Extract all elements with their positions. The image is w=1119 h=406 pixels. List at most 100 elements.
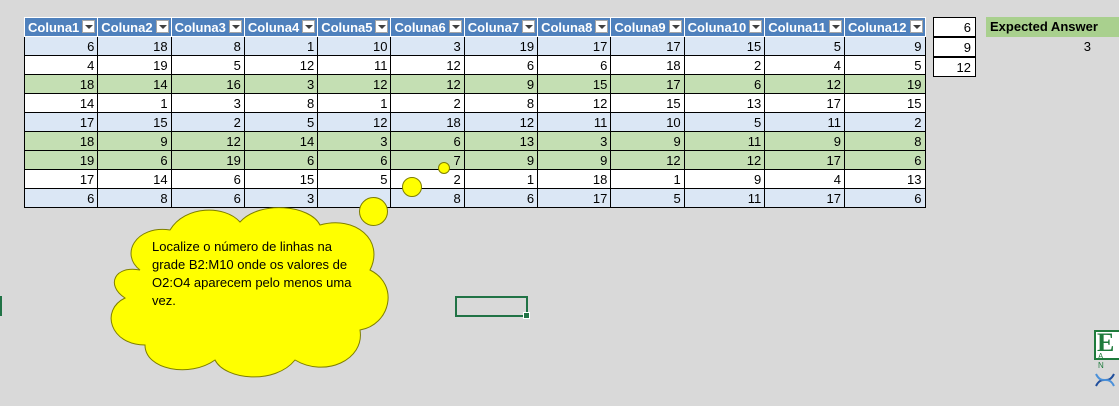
table-cell[interactable]: 15 [843, 93, 926, 113]
column-header-1[interactable]: Coluna1 [23, 17, 99, 37]
table-cell[interactable]: 17 [537, 188, 612, 208]
table-cell[interactable]: 5 [610, 188, 685, 208]
table-cell[interactable]: 11 [764, 112, 845, 132]
column-header-10[interactable]: Coluna10 [683, 17, 766, 37]
table-cell[interactable]: 9 [764, 131, 845, 151]
table-cell[interactable]: 17 [764, 188, 845, 208]
table-cell[interactable]: 12 [317, 112, 392, 132]
table-cell[interactable]: 6 [243, 150, 319, 170]
table-cell[interactable]: 3 [390, 36, 465, 56]
table-cell[interactable]: 4 [764, 55, 845, 75]
table-cell[interactable]: 6 [463, 55, 539, 75]
filter-dropdown-icon[interactable] [749, 20, 763, 33]
table-cell[interactable]: 17 [610, 36, 685, 56]
table-cell[interactable]: 2 [390, 93, 465, 113]
table-cell[interactable]: 1 [97, 93, 172, 113]
table-cell[interactable]: 3 [170, 93, 245, 113]
table-cell[interactable]: 5 [170, 55, 245, 75]
table-cell[interactable]: 12 [390, 55, 465, 75]
table-cell[interactable]: 9 [463, 150, 539, 170]
table-cell[interactable]: 6 [23, 36, 99, 56]
table-cell[interactable]: 8 [463, 93, 539, 113]
table-cell[interactable]: 17 [610, 74, 685, 94]
table-cell[interactable]: 9 [843, 36, 926, 56]
table-cell[interactable]: 12 [170, 131, 245, 151]
table-cell[interactable]: 8 [170, 36, 245, 56]
table-cell[interactable]: 19 [463, 36, 539, 56]
table-cell[interactable]: 12 [390, 74, 465, 94]
table-cell[interactable]: 9 [463, 74, 539, 94]
filter-dropdown-icon[interactable] [155, 20, 169, 33]
table-cell[interactable]: 5 [317, 169, 392, 189]
table-cell[interactable]: 6 [317, 150, 392, 170]
table-cell[interactable]: 14 [23, 93, 99, 113]
filter-dropdown-icon[interactable] [828, 20, 842, 33]
table-cell[interactable]: 5 [843, 55, 926, 75]
expected-answer-value[interactable]: 3 [1083, 39, 1091, 54]
filter-dropdown-icon[interactable] [302, 20, 316, 33]
table-cell[interactable]: 11 [683, 131, 766, 151]
table-cell[interactable]: 1 [243, 36, 319, 56]
table-cell[interactable]: 12 [463, 112, 539, 132]
column-header-5[interactable]: Coluna5 [317, 17, 392, 37]
table-cell[interactable]: 9 [537, 150, 612, 170]
table-cell[interactable]: 6 [390, 131, 465, 151]
table-cell[interactable]: 5 [764, 36, 845, 56]
column-header-9[interactable]: Coluna9 [610, 17, 685, 37]
table-cell[interactable]: 1 [610, 169, 685, 189]
table-cell[interactable]: 19 [97, 55, 172, 75]
filter-dropdown-icon[interactable] [909, 20, 923, 33]
table-cell[interactable]: 3 [317, 131, 392, 151]
column-header-7[interactable]: Coluna7 [463, 17, 539, 37]
table-cell[interactable]: 5 [243, 112, 319, 132]
table-cell[interactable]: 4 [764, 169, 845, 189]
column-header-12[interactable]: Coluna12 [843, 17, 926, 37]
filter-dropdown-icon[interactable] [448, 20, 462, 33]
criteria-cell-3[interactable]: 12 [933, 57, 976, 77]
active-cell-selection[interactable] [455, 296, 530, 319]
criteria-cell-1[interactable]: 6 [933, 17, 976, 37]
table-cell[interactable]: 15 [97, 112, 172, 132]
table-cell[interactable]: 9 [683, 169, 766, 189]
table-cell[interactable]: 1 [463, 169, 539, 189]
table-cell[interactable]: 5 [683, 112, 766, 132]
table-cell[interactable]: 18 [23, 131, 99, 151]
table-cell[interactable]: 18 [390, 112, 465, 132]
table-cell[interactable]: 18 [23, 74, 99, 94]
table-cell[interactable]: 1 [317, 93, 392, 113]
filter-dropdown-icon[interactable] [375, 20, 389, 33]
table-cell[interactable]: 6 [683, 74, 766, 94]
table-cell[interactable]: 2 [683, 55, 766, 75]
table-cell[interactable]: 10 [610, 112, 685, 132]
table-cell[interactable]: 17 [764, 93, 845, 113]
table-cell[interactable]: 19 [843, 74, 926, 94]
table-cell[interactable]: 6 [537, 55, 612, 75]
table-cell[interactable]: 16 [170, 74, 245, 94]
table-cell[interactable]: 14 [243, 131, 319, 151]
table-cell[interactable]: 12 [537, 93, 612, 113]
table-cell[interactable]: 8 [243, 93, 319, 113]
table-cell[interactable]: 6 [97, 150, 172, 170]
table-cell[interactable]: 17 [23, 112, 99, 132]
filter-dropdown-icon[interactable] [595, 20, 609, 33]
table-cell[interactable]: 8 [843, 131, 926, 151]
table-cell[interactable]: 3 [243, 188, 319, 208]
table-cell[interactable]: 19 [170, 150, 245, 170]
table-cell[interactable]: 17 [23, 169, 99, 189]
column-header-11[interactable]: Coluna11 [764, 17, 845, 37]
table-cell[interactable]: 15 [243, 169, 319, 189]
filter-dropdown-icon[interactable] [82, 20, 96, 33]
table-cell[interactable]: 2 [170, 112, 245, 132]
column-header-6[interactable]: Coluna6 [390, 17, 465, 37]
table-cell[interactable]: 11 [537, 112, 612, 132]
table-cell[interactable]: 12 [317, 74, 392, 94]
table-cell[interactable]: 6 [170, 188, 245, 208]
table-cell[interactable]: 15 [683, 36, 766, 56]
table-cell[interactable]: 7 [390, 150, 465, 170]
table-cell[interactable]: 12 [243, 55, 319, 75]
filter-dropdown-icon[interactable] [228, 20, 242, 33]
criteria-cell-2[interactable]: 9 [933, 37, 976, 57]
table-cell[interactable]: 11 [683, 188, 766, 208]
table-cell[interactable]: 13 [463, 131, 539, 151]
table-cell[interactable]: 12 [610, 150, 685, 170]
